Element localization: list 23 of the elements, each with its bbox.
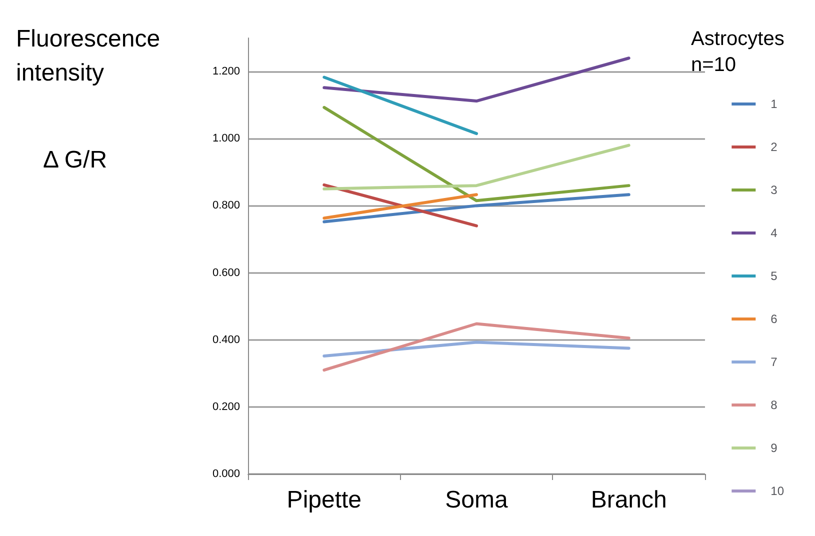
legend-label: 9: [770, 441, 778, 455]
x-tick-label: Branch: [590, 486, 667, 514]
y-tick-label: 0.200: [212, 400, 240, 413]
y-tick-label: 0.000: [212, 468, 240, 480]
y-axis-title: Fluorescence intensity: [16, 26, 167, 86]
legend-label: 4: [770, 226, 778, 240]
legend-title: Astrocytes n=10: [691, 28, 790, 76]
y-tick-label: 0.400: [212, 334, 240, 346]
legend-label: 7: [770, 355, 778, 369]
legend-label: 8: [770, 398, 778, 412]
y-tick-label: 0.800: [212, 200, 240, 212]
x-tick-label: Pipette: [286, 486, 362, 514]
legend-label: 10: [770, 484, 784, 498]
legend-label: 3: [770, 183, 778, 197]
legend-label: 6: [770, 312, 778, 326]
x-tick-label: Soma: [445, 486, 508, 514]
y-tick-label: 0.600: [212, 266, 240, 279]
legend-label: 2: [770, 140, 778, 154]
text: Δ G/R: [43, 146, 108, 174]
y-tick-label: 1.000: [212, 132, 240, 145]
legend-label: 1: [770, 97, 778, 111]
y-tick-label: 1.200: [212, 66, 240, 78]
legend-label: 5: [770, 269, 778, 283]
